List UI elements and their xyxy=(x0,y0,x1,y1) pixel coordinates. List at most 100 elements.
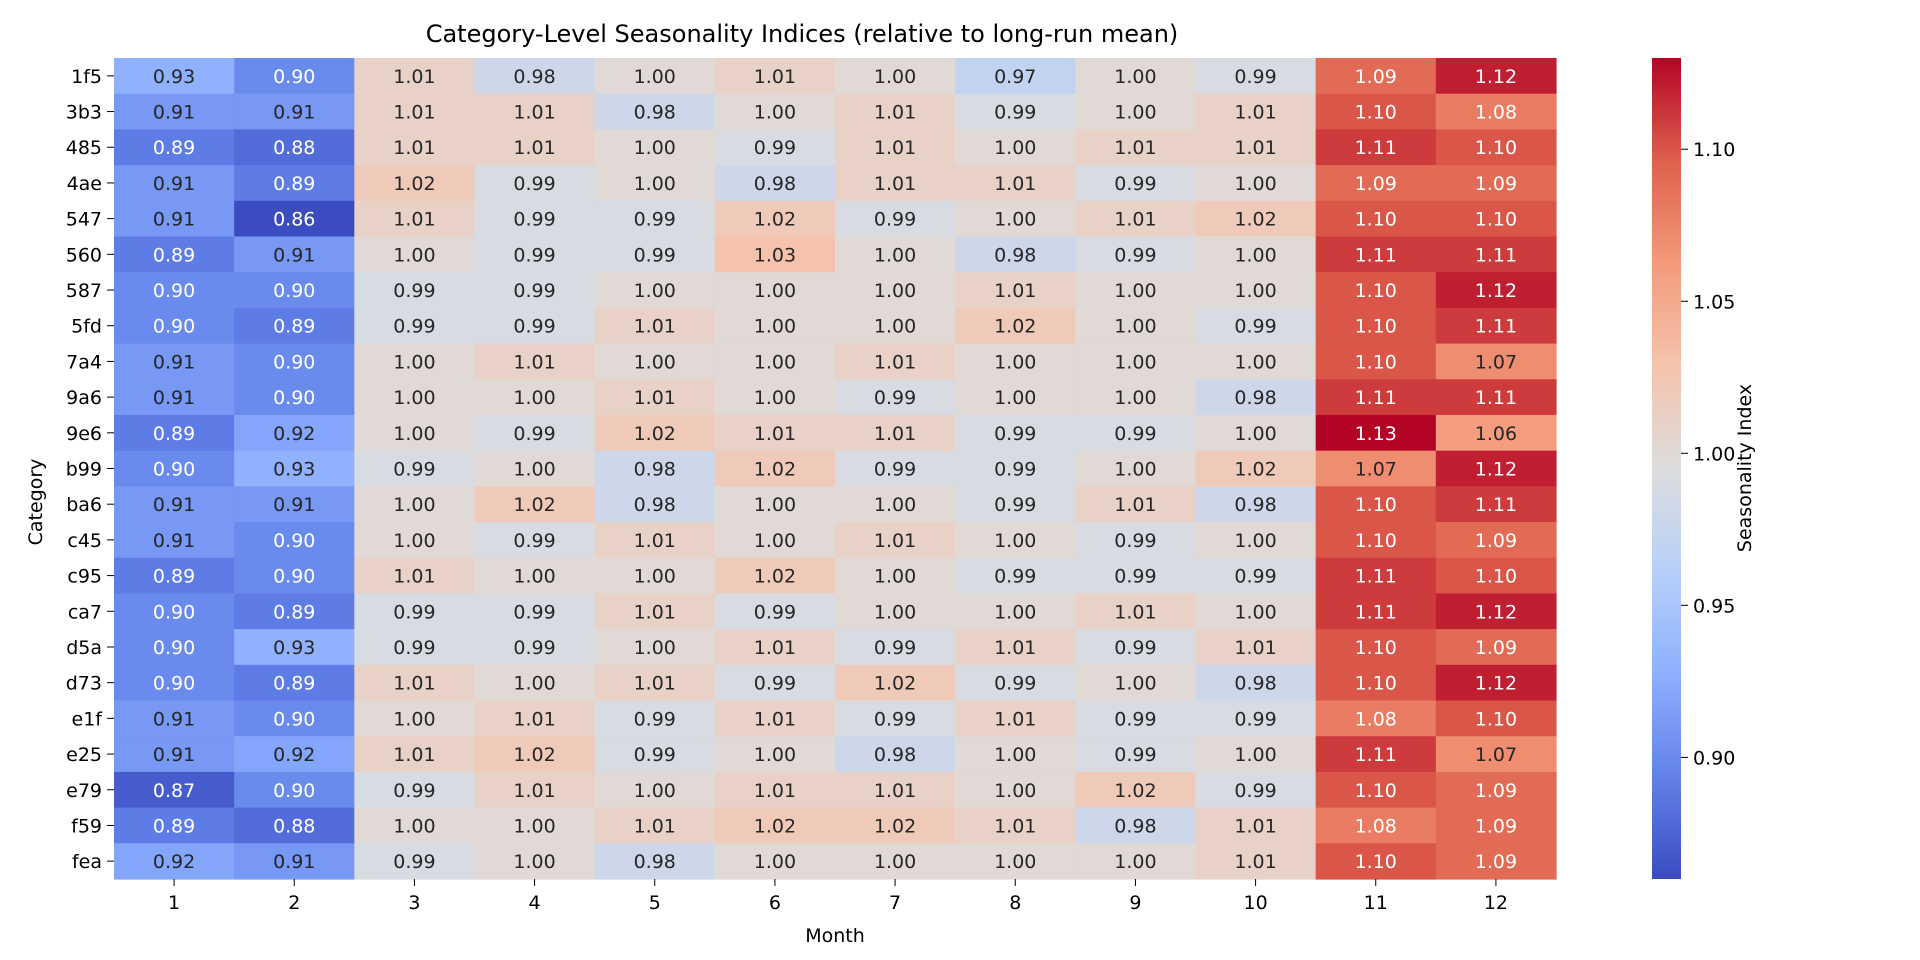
heatmap-cell xyxy=(594,664,716,702)
cell-value-label: 0.91 xyxy=(273,102,315,124)
x-tick-label: 5 xyxy=(649,892,661,914)
cell-value-label: 0.99 xyxy=(1114,566,1156,588)
cell-value-label: 0.99 xyxy=(1234,708,1276,730)
heatmap-cell xyxy=(354,165,476,202)
heatmap-cell xyxy=(1075,736,1197,773)
heatmap-cell xyxy=(474,307,596,345)
cell-value-label: 1.10 xyxy=(1355,280,1397,302)
heatmap-cell xyxy=(955,593,1076,630)
cell-value-label: 0.99 xyxy=(513,316,555,338)
heatmap-cell xyxy=(354,843,476,880)
heatmap-cell xyxy=(835,379,956,416)
heatmap-cell xyxy=(1075,200,1197,238)
cell-value-label: 0.99 xyxy=(393,851,435,873)
heatmap-cell xyxy=(1315,236,1437,273)
heatmap-cell xyxy=(114,272,235,309)
cell-value-label: 0.89 xyxy=(153,137,195,159)
heatmap-cell xyxy=(354,93,476,130)
heatmap-cell xyxy=(955,93,1076,130)
heatmap-cell xyxy=(474,807,596,844)
cell-value-label: 0.98 xyxy=(1234,494,1276,516)
heatmap-cell xyxy=(1075,629,1197,666)
heatmap-cell xyxy=(1435,736,1557,773)
cell-value-label: 1.01 xyxy=(874,423,916,445)
cell-value-label: 1.00 xyxy=(634,780,676,802)
cell-value-label: 1.02 xyxy=(513,744,555,766)
heatmap-cell xyxy=(1435,593,1557,630)
heatmap-cell xyxy=(1195,664,1317,702)
heatmap-cell xyxy=(114,522,235,559)
cell-value-label: 0.91 xyxy=(273,851,315,873)
heatmap-cell xyxy=(354,129,476,166)
cell-value-label: 1.00 xyxy=(1234,173,1276,195)
cell-value-label: 1.00 xyxy=(634,637,676,659)
cell-value-label: 1.01 xyxy=(393,66,435,88)
heatmap-cell xyxy=(1315,700,1437,737)
heatmap-cell xyxy=(354,629,476,666)
cell-value-label: 1.00 xyxy=(1114,102,1156,124)
heatmap-cell xyxy=(234,58,355,95)
heatmap-cell xyxy=(114,843,235,880)
heatmap-cell xyxy=(234,736,355,773)
cell-value-label: 1.00 xyxy=(1234,280,1276,302)
y-tick-label: e1f xyxy=(72,708,104,730)
heatmap-cell xyxy=(714,307,836,345)
heatmap-cell xyxy=(714,129,836,166)
cell-value-label: 1.10 xyxy=(1355,209,1397,231)
cell-value-label: 0.99 xyxy=(874,209,916,231)
cell-value-label: 1.01 xyxy=(393,673,435,695)
y-tick-label: 5fd xyxy=(71,316,102,338)
cell-value-label: 1.01 xyxy=(513,102,555,124)
cell-value-label: 1.00 xyxy=(1114,316,1156,338)
cell-value-label: 0.88 xyxy=(273,137,315,159)
cell-value-label: 0.99 xyxy=(513,173,555,195)
cell-value-label: 1.11 xyxy=(1355,566,1397,588)
heatmap-cell xyxy=(955,450,1076,487)
heatmap-cell xyxy=(1435,807,1557,844)
cell-value-label: 1.11 xyxy=(1475,494,1517,516)
cell-value-label: 1.09 xyxy=(1475,815,1517,837)
cell-value-label: 1.08 xyxy=(1355,815,1397,837)
heatmap-cell xyxy=(114,807,235,844)
cell-value-label: 0.87 xyxy=(153,780,195,802)
heatmap-cell xyxy=(955,486,1076,523)
cell-value-label: 0.88 xyxy=(273,815,315,837)
cell-value-label: 0.98 xyxy=(634,851,676,873)
y-tick-label: ba6 xyxy=(66,494,102,516)
heatmap-cell xyxy=(474,771,596,809)
cell-value-label: 1.00 xyxy=(994,209,1036,231)
cell-value-label: 1.00 xyxy=(393,244,435,266)
cell-value-label: 0.90 xyxy=(273,351,315,373)
cell-value-label: 1.00 xyxy=(874,66,916,88)
cell-value-label: 0.91 xyxy=(153,494,195,516)
y-tick-label: d73 xyxy=(66,673,102,695)
cell-value-label: 1.11 xyxy=(1355,244,1397,266)
cell-value-label: 0.89 xyxy=(153,815,195,837)
cell-value-label: 1.11 xyxy=(1355,601,1397,623)
cell-value-label: 0.99 xyxy=(1114,423,1156,445)
cell-value-label: 1.07 xyxy=(1355,459,1397,481)
heatmap-cell xyxy=(955,843,1076,880)
heatmap-cell xyxy=(1075,165,1197,202)
cell-value-label: 1.08 xyxy=(1475,102,1517,124)
cell-value-label: 0.90 xyxy=(153,459,195,481)
heatmap-cell xyxy=(714,593,836,630)
heatmap-cell xyxy=(1075,236,1197,273)
heatmap-cell xyxy=(354,272,476,309)
heatmap-cell xyxy=(835,414,956,452)
heatmap-cell xyxy=(474,414,596,452)
heatmap-cell xyxy=(955,736,1076,773)
heatmap-cell xyxy=(955,307,1076,345)
cell-value-label: 0.89 xyxy=(153,423,195,445)
cell-value-label: 1.11 xyxy=(1475,244,1517,266)
cell-value-label: 0.98 xyxy=(634,459,676,481)
cell-value-label: 1.01 xyxy=(393,566,435,588)
heatmap-cell xyxy=(354,307,476,345)
heatmap-cell xyxy=(1195,272,1317,309)
heatmap-cell xyxy=(1195,843,1317,880)
cell-value-label: 1.12 xyxy=(1475,66,1517,88)
cell-value-label: 1.00 xyxy=(393,494,435,516)
heatmap-cell xyxy=(474,843,596,880)
cell-value-label: 1.01 xyxy=(994,708,1036,730)
cell-value-label: 1.01 xyxy=(513,137,555,159)
